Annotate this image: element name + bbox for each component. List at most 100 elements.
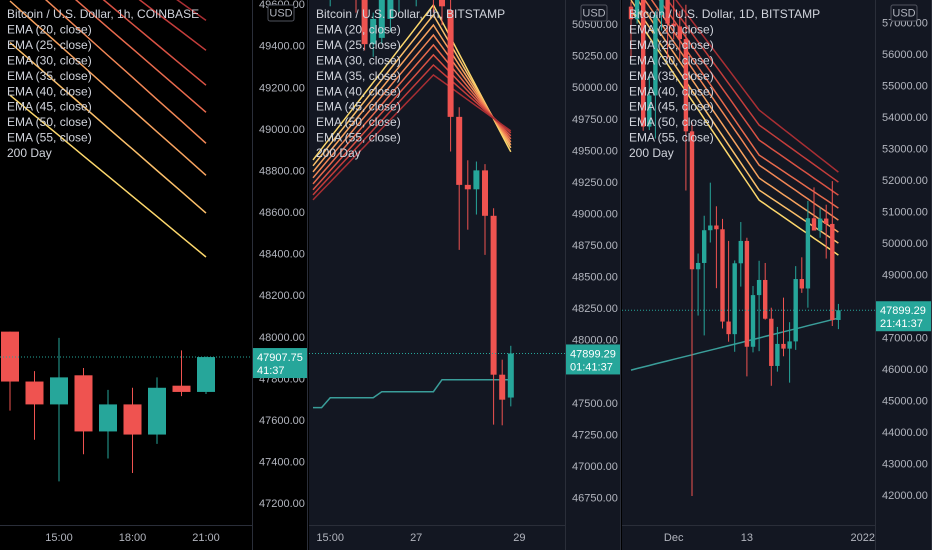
indicator-line [666, 0, 839, 183]
y-tick-label: 50000.00 [882, 238, 928, 250]
x-tick-label: 15:00 [45, 532, 73, 544]
x-tick-label: Dec [664, 532, 684, 544]
candle-body [769, 318, 774, 366]
legend-entry: EMA (35, close) [7, 69, 92, 83]
x-tick-label: 2022 [851, 532, 875, 544]
legend-entry: EMA (30, close) [316, 53, 401, 67]
legend-entry: EMA (50, close) [629, 115, 714, 129]
candle-body [805, 218, 811, 289]
candle-body [197, 357, 215, 392]
candle-body [647, 95, 652, 127]
y-tick-label: 48800.00 [259, 165, 305, 177]
panel-background [0, 0, 308, 550]
currency-label: USD [582, 7, 605, 19]
y-tick-label: 48500.00 [572, 272, 618, 284]
candle-body [738, 240, 743, 264]
x-tick-label: 21:00 [192, 532, 220, 544]
legend-entry: EMA (30, close) [629, 53, 714, 67]
legend-entry: EMA (35, close) [629, 69, 714, 83]
candle-body [641, 0, 646, 127]
y-tick-label: 52000.00 [882, 175, 928, 187]
legend-entry: EMA (35, close) [316, 69, 401, 83]
y-tick-label: 50250.00 [572, 51, 618, 63]
x-tick-label: 27 [410, 532, 422, 544]
y-tick-label: 48200.00 [259, 290, 305, 302]
panel-background [622, 0, 932, 550]
plot-area [309, 0, 565, 426]
candle-body [387, 0, 394, 19]
x-tick-label: 29 [513, 532, 525, 544]
indicator-line [630, 9, 839, 256]
indicator-line [9, 94, 207, 258]
last-price-badge [253, 348, 307, 379]
indicator-line [313, 378, 511, 409]
legend-entry: EMA (20, close) [316, 23, 401, 37]
candle-body [490, 215, 497, 375]
legend-entry: EMA (45, close) [7, 100, 92, 114]
y-tick-label: 43000.00 [882, 458, 928, 470]
indicator-line [312, 13, 512, 167]
candle-body [482, 170, 488, 216]
legend-entry: EMA (25, close) [316, 38, 401, 52]
legend-entry: EMA (55, close) [316, 130, 401, 144]
indicator-line [312, 33, 512, 179]
last-price-label: 47899.29 [880, 305, 926, 317]
y-tick-label: 47500.00 [572, 398, 618, 410]
y-tick-label: 48750.00 [572, 240, 618, 252]
x-tick-label: 18:00 [119, 532, 147, 544]
candle-body [744, 240, 750, 347]
y-tick-label: 47400.00 [259, 457, 305, 469]
candle-body [74, 375, 93, 432]
y-tick-label: 47250.00 [572, 429, 618, 441]
y-tick-label: 49200.00 [259, 82, 305, 94]
legend-entry: 200 Day [316, 146, 361, 160]
y-tick-label: 49000.00 [572, 208, 618, 220]
legend-entry: 200 Day [629, 146, 674, 160]
candle-body [763, 279, 768, 319]
candle-body [464, 184, 471, 190]
candle-body [708, 225, 713, 231]
candle-body [378, 0, 385, 38]
countdown-label: 21:41:37 [880, 318, 923, 330]
legend-entry: EMA (55, close) [7, 130, 92, 144]
candle-body [695, 262, 701, 270]
candle-body [456, 116, 463, 185]
candle-body [507, 353, 514, 398]
y-tick-label: 49000.00 [259, 124, 305, 136]
candle-body [473, 170, 480, 190]
legend-entry: EMA (20, close) [629, 23, 714, 37]
y-tick-label: 49400.00 [259, 41, 305, 53]
legend-entry: EMA (50, close) [7, 115, 92, 129]
currency-label: USD [892, 7, 915, 19]
y-tick-label: 49000.00 [882, 269, 928, 281]
legend-entry: EMA (30, close) [7, 53, 92, 67]
currency-label: USD [269, 7, 292, 19]
chart-title: Bitcoin / U.S. Dollar, 1D, BITSTAMP [629, 7, 820, 21]
currency-badge [890, 4, 918, 22]
indicator-line [630, 0, 839, 244]
candle-body [677, 26, 682, 40]
indicator-line [312, 63, 512, 196]
y-tick-label: 47200.00 [259, 498, 305, 510]
candle-body [25, 381, 44, 405]
y-tick-label: 42000.00 [882, 490, 928, 502]
x-tick-label: 13 [741, 532, 753, 544]
indicator-line [636, 0, 839, 233]
y-tick-label: 49250.00 [572, 177, 618, 189]
y-tick-label: 48600.00 [259, 207, 305, 219]
legend-entry: 200 Day [7, 146, 52, 160]
y-tick-label: 48000.00 [572, 335, 618, 347]
y-tick-label: 49750.00 [572, 114, 618, 126]
candle-body [750, 295, 756, 347]
candle-body [172, 385, 191, 392]
last-price-label: 47907.75 [257, 352, 303, 364]
candle-body [781, 343, 786, 349]
candle-body [123, 404, 142, 435]
y-tick-label: 47000.00 [572, 461, 618, 473]
last-price-badge [566, 344, 620, 375]
indicator-line [312, 23, 512, 173]
y-tick-label: 47600.00 [259, 415, 305, 427]
indicator-line [44, 0, 207, 144]
currency-badge [267, 4, 295, 22]
y-tick-label: 46000.00 [882, 364, 928, 376]
